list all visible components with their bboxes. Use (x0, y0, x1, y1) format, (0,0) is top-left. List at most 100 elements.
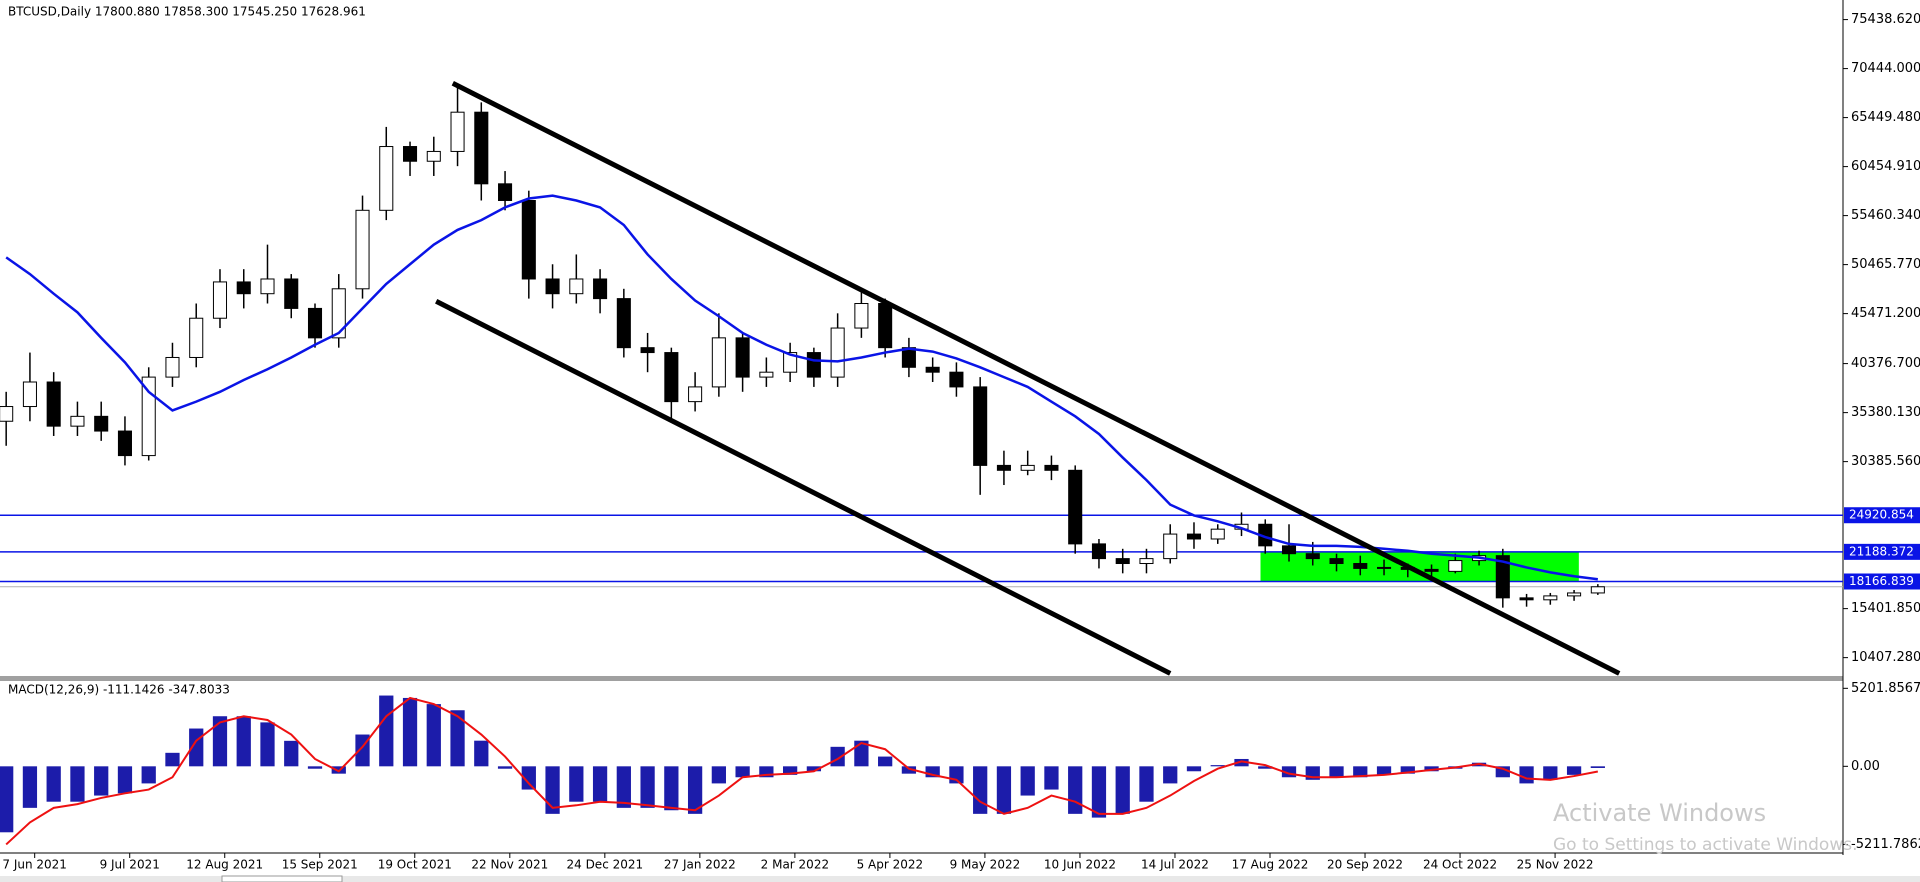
candle-body (878, 303, 893, 349)
macd-bar (1186, 766, 1202, 772)
chart-title: BTCUSD,Daily 17800.880 17858.300 17545.2… (8, 5, 366, 19)
y-tick-label: 10407.280 (1851, 650, 1920, 665)
y-tick-label: 60454.910 (1851, 159, 1920, 174)
x-tick-label: 9 Jul 2021 (100, 858, 160, 872)
candle-body (70, 415, 85, 427)
macd-bar (1163, 766, 1178, 784)
macd-bar (426, 704, 441, 767)
y-tick-label: 15401.850 (1851, 601, 1920, 616)
macd-bar (212, 716, 228, 767)
candle-body (426, 150, 441, 162)
candle-body (664, 352, 679, 403)
macd-bar (640, 766, 655, 808)
level-label: 24920.854 (1849, 508, 1914, 522)
candle-body (996, 464, 1011, 471)
candle-body (498, 183, 513, 201)
x-tick-label: 20 Sep 2022 (1327, 858, 1403, 872)
macd-bar (1424, 766, 1439, 772)
candle-body (806, 352, 821, 378)
chart-tab[interactable] (221, 875, 343, 882)
x-tick-label: 17 Aug 2022 (1232, 858, 1309, 872)
candle-body (22, 381, 37, 408)
macd-bar (497, 766, 513, 769)
candle-body (569, 278, 584, 295)
x-tick-label: 22 Nov 2021 (471, 858, 548, 872)
macd-bar (1329, 766, 1344, 778)
candle-body (1590, 586, 1605, 594)
candle-body (1519, 597, 1534, 601)
x-tick-label: 9 May 2022 (950, 858, 1021, 872)
level-label-box (1844, 573, 1920, 590)
macd-bar (1281, 766, 1297, 778)
candle-body (973, 386, 988, 466)
candle-body (355, 209, 370, 290)
macd-bar (379, 695, 394, 767)
macd-bar (996, 766, 1012, 814)
x-tick-label: 19 Oct 2021 (378, 858, 452, 872)
tab-bar (0, 876, 1920, 882)
macd-bar (545, 766, 560, 814)
candle-body (711, 337, 726, 388)
candle-body (212, 281, 228, 319)
macd-bar (878, 756, 893, 767)
y-tick-label: 5201.8567 (1851, 681, 1920, 696)
y-tick-label: 0.00 (1851, 759, 1880, 774)
y-tick-label: 55460.340 (1851, 208, 1920, 223)
candle-body (165, 356, 180, 378)
macd-bar (94, 766, 109, 796)
macd-bar (854, 740, 869, 767)
candle-body (1210, 528, 1225, 540)
y-tick-label: 75438.620 (1851, 12, 1920, 27)
macd-bar (307, 766, 323, 769)
candle-body (236, 281, 251, 295)
x-tick-label: 7 Jun 2021 (2, 858, 67, 872)
candle-body (1186, 533, 1202, 540)
candle-body (1115, 558, 1130, 565)
level-label: 21188.372 (1849, 544, 1914, 558)
x-tick-label: 5 Apr 2022 (857, 858, 924, 872)
candle-body (46, 381, 61, 427)
y-tick-label: 35380.130 (1851, 405, 1920, 420)
macd-bar (46, 766, 61, 802)
candle-body (616, 298, 631, 349)
candle-body (1305, 553, 1320, 560)
macd-bar (474, 740, 489, 767)
candle-body (1376, 566, 1392, 569)
moving-average (5, 194, 1598, 581)
macd-bar (70, 766, 85, 802)
candle-body (783, 352, 798, 373)
macd-bar (901, 766, 917, 774)
candle-body (521, 199, 536, 280)
macd-bar (759, 766, 774, 778)
candle-body (854, 303, 869, 329)
macd-bar (616, 766, 631, 808)
y-tick-label: 65449.480 (1851, 110, 1920, 125)
macd-bar (141, 766, 156, 784)
macd-bar (284, 740, 299, 767)
candle-body (1044, 464, 1059, 471)
candle-body (925, 366, 940, 373)
x-tick-label: 2 Mar 2022 (761, 858, 829, 872)
y-tick-label: 70444.000 (1851, 61, 1920, 76)
y-tick-label: -5211.7862 (1851, 837, 1920, 852)
watermark-title: Activate Windows (1553, 799, 1766, 827)
macd-bar (450, 710, 465, 767)
candle-body (1424, 568, 1439, 572)
macd-bar (1376, 766, 1392, 775)
macd-bar (711, 766, 726, 784)
candle-body (402, 146, 418, 162)
macd-bar (1234, 758, 1249, 767)
y-tick-label: 45471.200 (1851, 306, 1920, 321)
macd-bar (973, 766, 988, 814)
macd-bar (1044, 766, 1059, 790)
signal-line (5, 696, 1599, 846)
candle-body (189, 317, 204, 358)
x-tick-label: 24 Dec 2021 (566, 858, 643, 872)
macd-bar (1495, 766, 1510, 778)
macd-bar (735, 766, 750, 778)
panel-separator (0, 676, 1843, 681)
candle-body (474, 111, 489, 185)
macd-bar (687, 766, 703, 814)
candle-body (1068, 469, 1083, 545)
macd-bar (1353, 766, 1368, 778)
